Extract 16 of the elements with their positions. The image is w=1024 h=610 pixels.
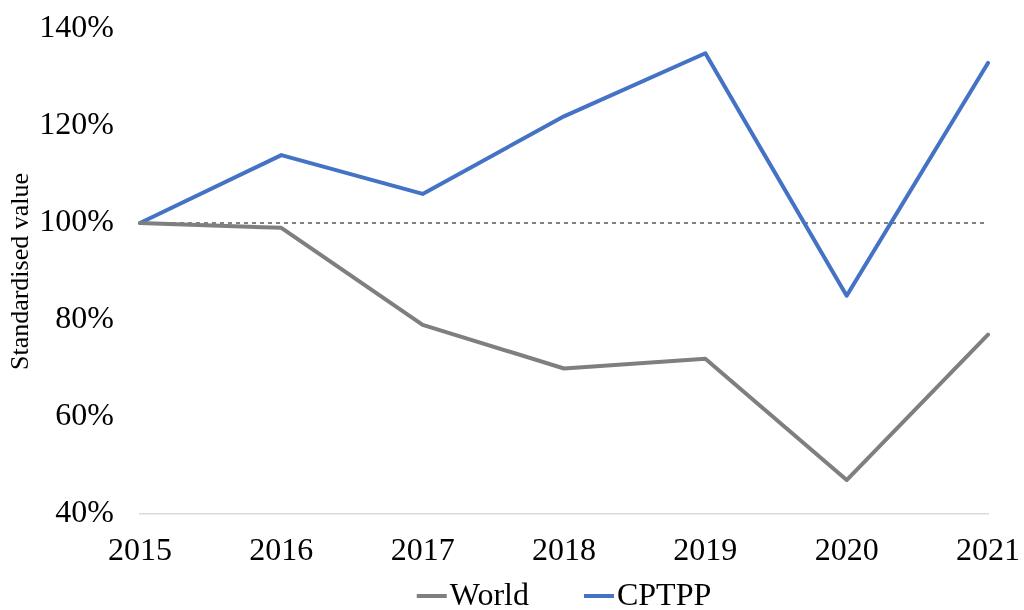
x-tick-label: 2018: [532, 530, 596, 567]
x-tick-label: 2020: [814, 530, 879, 567]
legend-label: World: [449, 576, 529, 610]
y-tick-label: 100%: [39, 202, 114, 239]
x-tick-label: 2021: [956, 530, 1020, 567]
x-tick-label: 2016: [249, 530, 314, 567]
x-tick-label: 2019: [673, 530, 738, 567]
y-tick-label: 120%: [39, 105, 114, 142]
y-axis-title: Standardised value: [5, 172, 35, 371]
legend-label: CPTPP: [616, 576, 712, 610]
y-tick-label: 140%: [39, 8, 114, 45]
y-tick-label: 60%: [55, 396, 114, 433]
y-tick-label: 80%: [55, 299, 114, 336]
x-tick-label: 2015: [108, 530, 172, 567]
y-tick-label: 40%: [55, 493, 114, 530]
x-tick-label: 2017: [390, 530, 455, 567]
